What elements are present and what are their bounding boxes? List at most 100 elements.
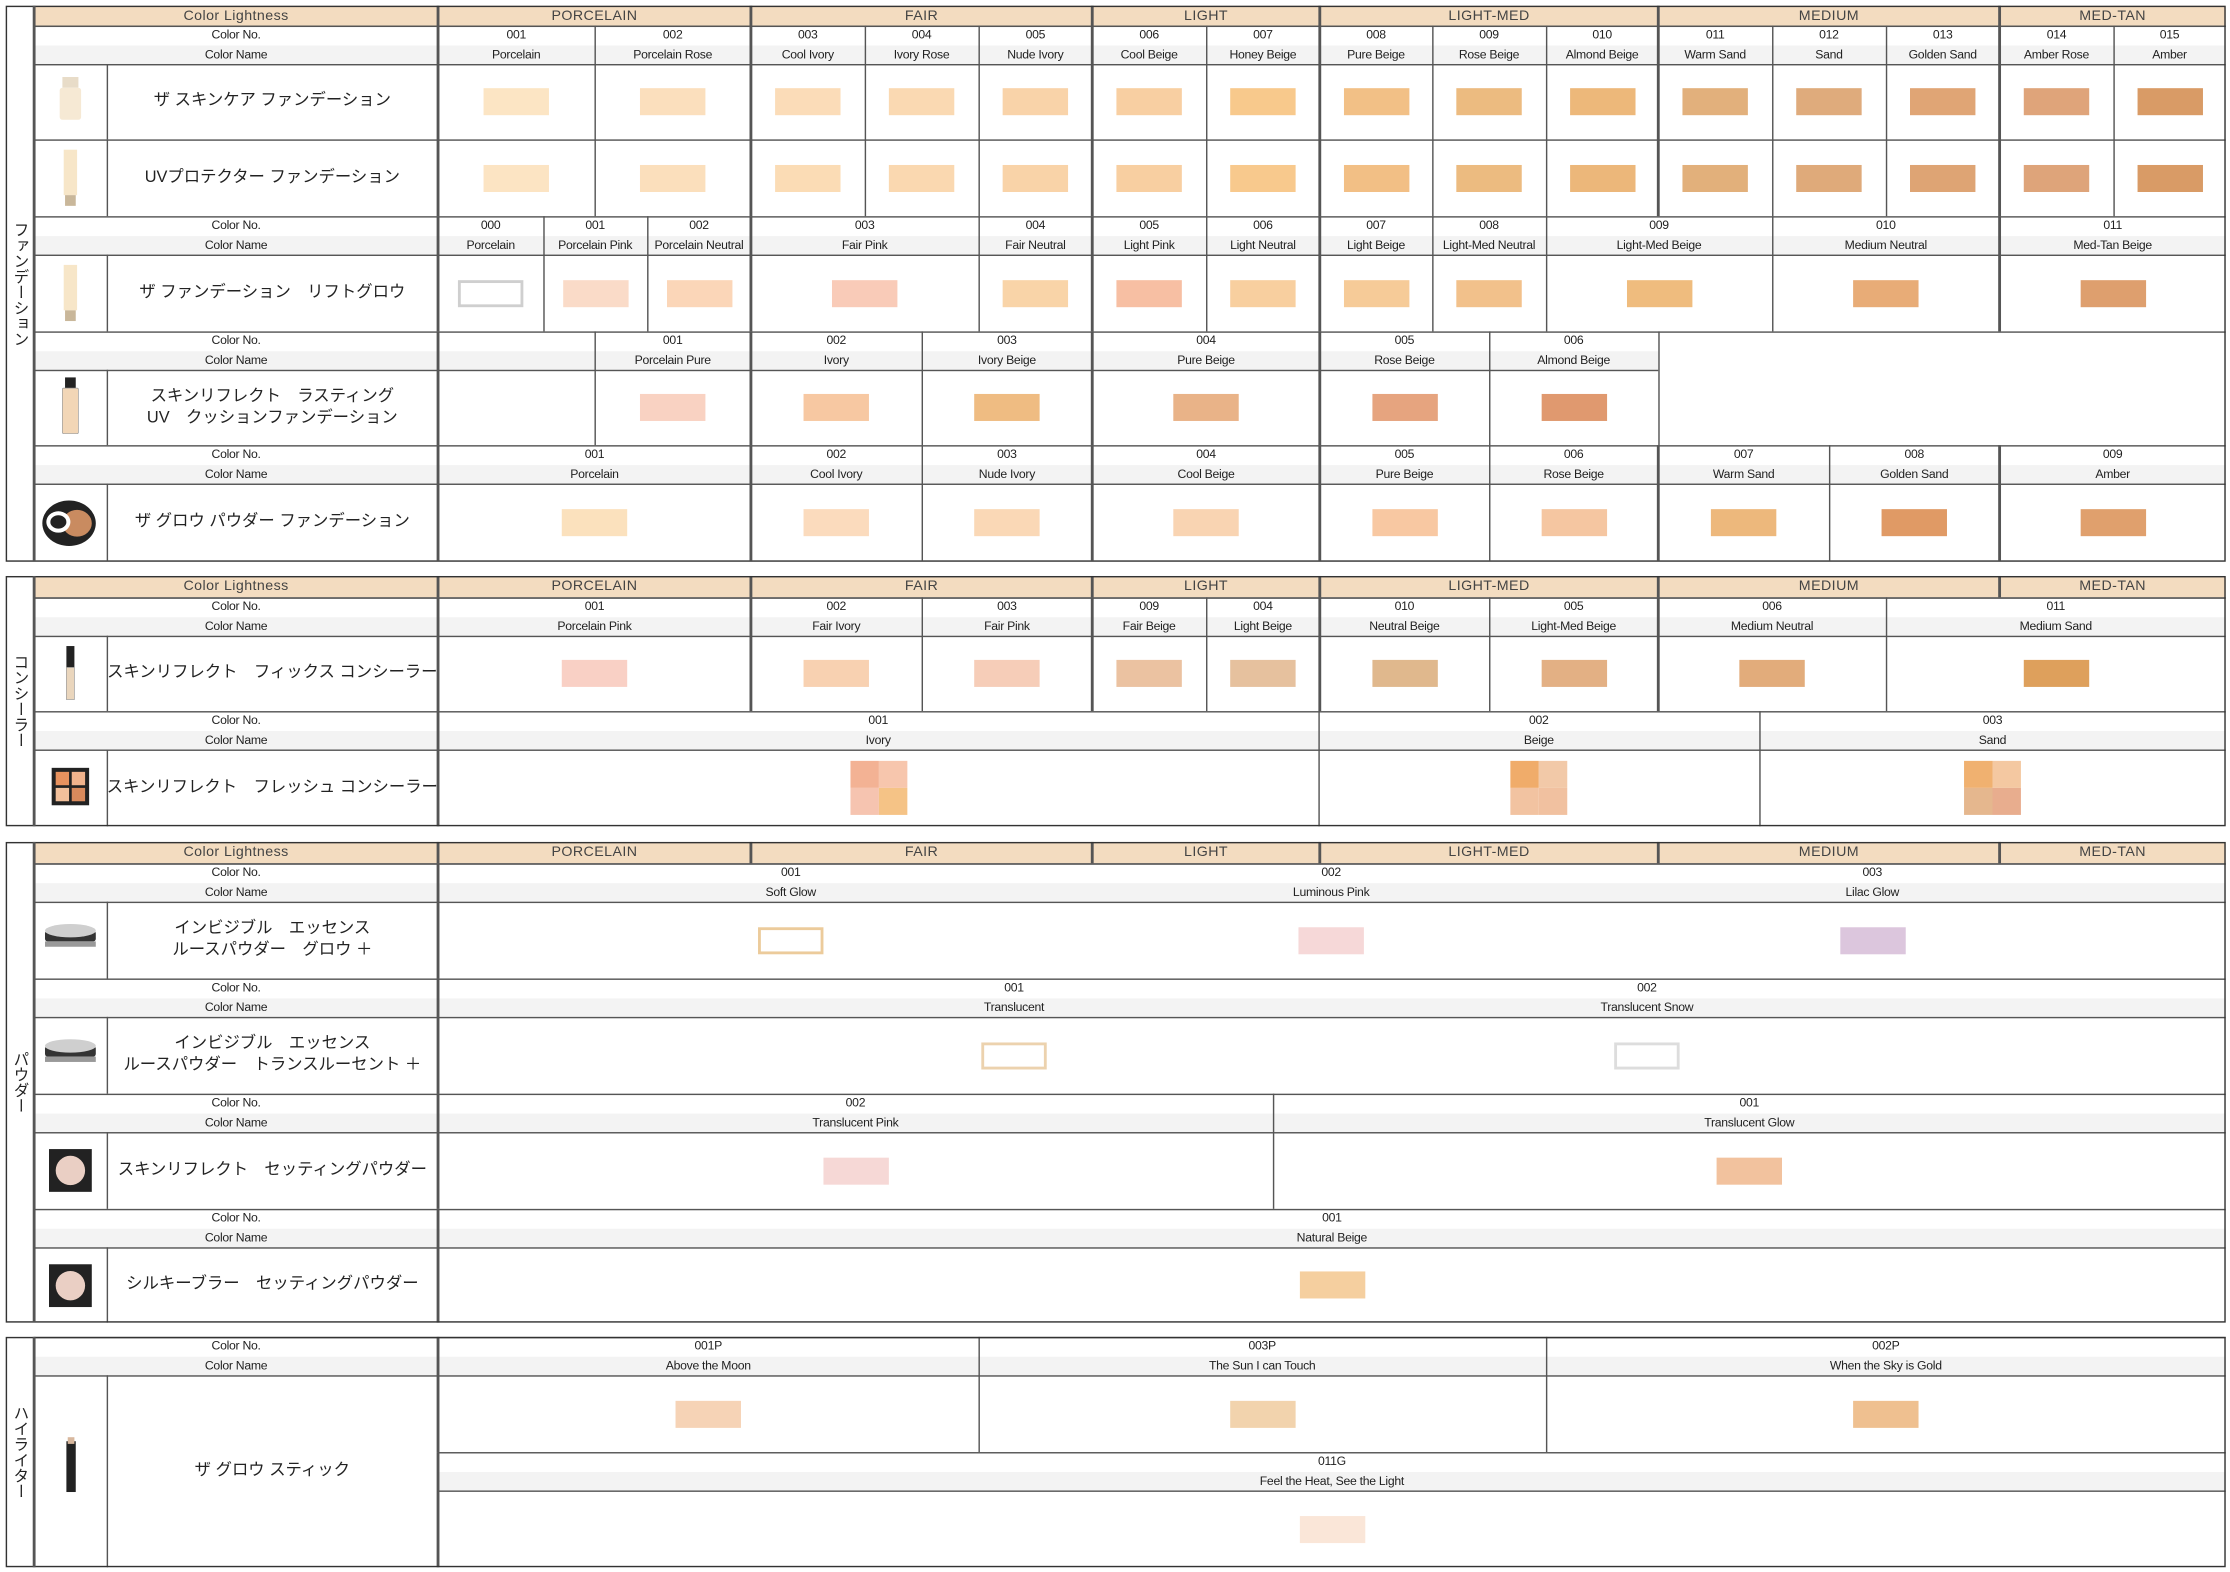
shade-name: Rose Beige xyxy=(1543,465,1604,481)
shade-name: The Sun I can Touch xyxy=(1208,1357,1316,1372)
section-label: ファンデーション xyxy=(11,221,29,347)
rule xyxy=(436,445,440,561)
shade-no: 004 xyxy=(1253,598,1273,613)
color-name-row xyxy=(34,350,1659,370)
rule xyxy=(749,5,753,26)
rule xyxy=(1090,25,1094,217)
color-no-label: Color No. xyxy=(211,979,261,995)
shade-name: Porcelain xyxy=(570,465,619,481)
swatch xyxy=(1910,88,1976,116)
product-name-line: インビジブル エッセンス xyxy=(174,920,371,938)
rule xyxy=(106,1375,108,1568)
product-image xyxy=(62,376,79,434)
color-no-label: Color No. xyxy=(211,217,261,232)
rule xyxy=(34,25,2226,26)
section-label: パウダー xyxy=(11,1050,29,1114)
shade-name: Cool Ivory xyxy=(781,46,834,61)
swatch xyxy=(1230,164,1296,192)
rule xyxy=(1431,25,1433,217)
rule xyxy=(749,216,753,332)
rule xyxy=(864,25,866,217)
rule xyxy=(32,841,36,1323)
rule xyxy=(436,711,440,827)
shade-name: Neutral Beige xyxy=(1369,617,1440,633)
rule xyxy=(1758,711,1760,827)
product-image xyxy=(51,767,90,806)
rule xyxy=(106,901,108,979)
swatch xyxy=(1964,760,1993,788)
shade-no: 014 xyxy=(2046,27,2067,42)
rule xyxy=(749,445,753,561)
shade-name: Light-Med Neutral xyxy=(1442,236,1536,252)
shade-name: Light Pink xyxy=(1123,236,1175,252)
shade-no: 010 xyxy=(1592,27,1612,42)
swatch xyxy=(1682,164,1748,192)
shade-name: Cool Beige xyxy=(1177,465,1235,481)
shade-name: Medium Neutral xyxy=(1730,617,1814,633)
swatch xyxy=(1510,760,1539,788)
shade-no: 003 xyxy=(798,27,818,42)
shade-name: Warm Sand xyxy=(1712,465,1775,481)
rule xyxy=(1998,445,2002,561)
swatch xyxy=(888,164,955,192)
lightness-header: Color Lightness xyxy=(34,5,439,26)
swatch xyxy=(1626,279,1692,307)
rule xyxy=(436,216,440,332)
color-name-row xyxy=(34,616,2226,636)
shade-no: 003 xyxy=(854,217,875,232)
rule xyxy=(1656,575,1660,598)
swatch xyxy=(849,760,879,788)
shade-no: 005 xyxy=(1563,598,1584,613)
shade-no: 002 xyxy=(826,598,847,613)
shade-name: Translucent Pink xyxy=(812,1114,899,1129)
rule xyxy=(749,331,753,446)
shade-no: 003 xyxy=(997,446,1017,461)
shade-no: 001 xyxy=(662,332,683,348)
color-no-label: Color No. xyxy=(211,1210,261,1225)
color-no-label: Color No. xyxy=(211,332,261,348)
color-name-row xyxy=(34,997,2226,1017)
shade-name: Pure Beige xyxy=(1375,465,1434,481)
color-no-label: Color No. xyxy=(211,27,261,42)
color-no-label: Color No. xyxy=(211,446,261,461)
color-no-label: Color No. xyxy=(211,712,261,727)
rule xyxy=(34,483,2226,484)
swatch xyxy=(1614,1041,1680,1069)
section-frame xyxy=(5,5,2226,562)
rule xyxy=(1205,216,1207,332)
rule xyxy=(1545,1336,1547,1453)
color-name-row xyxy=(34,730,2226,750)
shade-name: Light Beige xyxy=(1233,617,1292,633)
rule xyxy=(436,575,440,598)
swatch xyxy=(1569,164,1635,192)
rule xyxy=(594,25,595,217)
rule xyxy=(34,1246,2226,1248)
swatch xyxy=(803,393,869,421)
swatch xyxy=(1343,164,1409,192)
shade-name: Fair Beige xyxy=(1122,617,1176,633)
shade-name: Almond Beige xyxy=(1537,352,1610,367)
shade-name: Cool Beige xyxy=(1120,46,1178,61)
swatch xyxy=(1299,1271,1365,1299)
lightness-group: PORCELAIN xyxy=(438,841,751,864)
shade-no: 008 xyxy=(1479,217,1499,232)
rule xyxy=(1545,216,1547,332)
shade-no: 001P xyxy=(694,1338,723,1353)
rule xyxy=(436,841,440,864)
shade-no: 002 xyxy=(1321,864,1341,879)
lightness-group: FAIR xyxy=(750,575,1093,598)
rule xyxy=(1998,841,2002,864)
shade-name: Lilac Glow xyxy=(1845,883,1900,899)
rule xyxy=(1090,5,1094,26)
rule xyxy=(106,749,108,827)
product-image xyxy=(49,1263,92,1307)
rule xyxy=(978,216,979,332)
shade-no: 006 xyxy=(1253,217,1273,232)
lightness-header: Color Lightness xyxy=(34,841,439,864)
swatch xyxy=(1116,164,1182,192)
swatch xyxy=(775,164,841,192)
rule xyxy=(34,254,2226,255)
rule xyxy=(1318,25,1322,217)
swatch xyxy=(1992,787,2021,815)
swatch xyxy=(1116,88,1182,116)
